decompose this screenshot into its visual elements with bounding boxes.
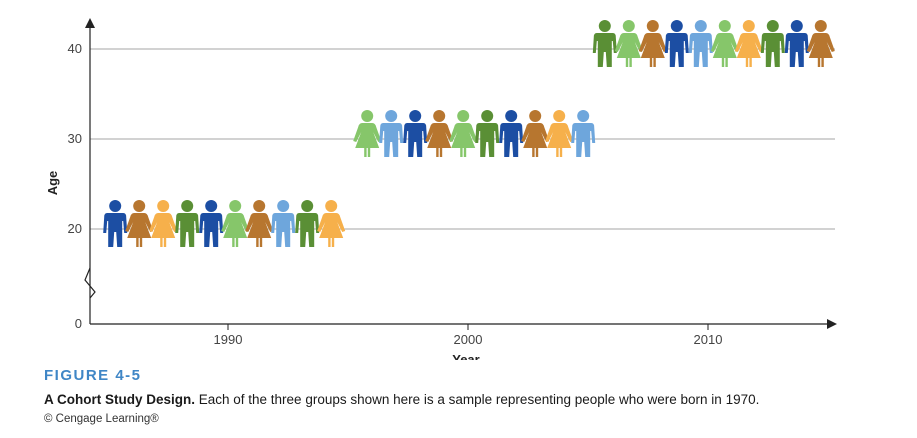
person-figure-3-3 bbox=[638, 20, 667, 67]
cohort-chart: 1990 2000 2010 0 20 30 40 Age Year bbox=[45, 18, 837, 360]
person-figure-2-2 bbox=[379, 110, 404, 157]
figure-caption: A Cohort Study Design. Each of the three… bbox=[44, 392, 904, 407]
person-figure-3-2 bbox=[614, 20, 643, 67]
person-figure-2-3 bbox=[403, 110, 428, 157]
person-figure-3-9 bbox=[784, 20, 809, 67]
person-figure-3-1 bbox=[592, 20, 617, 67]
person-figure-1-6 bbox=[221, 200, 250, 247]
person-figure-3-8 bbox=[760, 20, 785, 67]
tick-labels: 1990 2000 2010 0 20 30 40 bbox=[68, 41, 723, 347]
person-figure-3-6 bbox=[710, 20, 739, 67]
person-figure-3-7 bbox=[734, 20, 763, 67]
figure-credit: © Cengage Learning® bbox=[44, 413, 159, 425]
x-tick-label-2010: 2010 bbox=[694, 332, 723, 347]
person-figure-2-8 bbox=[521, 110, 550, 157]
person-figure-2-1 bbox=[353, 110, 382, 157]
person-figure-1-1 bbox=[103, 200, 128, 247]
person-figure-3-10 bbox=[806, 20, 835, 67]
x-axis-arrow bbox=[827, 319, 837, 329]
figure-label: FIGURE 4-5 bbox=[44, 367, 142, 384]
person-figure-2-4 bbox=[425, 110, 454, 157]
person-figure-1-5 bbox=[199, 200, 224, 247]
person-figure-1-2 bbox=[125, 200, 154, 247]
person-figure-3-4 bbox=[664, 20, 689, 67]
y-tick-label-0: 0 bbox=[75, 316, 82, 331]
y-tick-label-40: 40 bbox=[68, 41, 82, 56]
y-axis-break bbox=[84, 267, 96, 299]
y-axis-arrow bbox=[85, 18, 95, 28]
person-figure-1-7 bbox=[245, 200, 274, 247]
person-figure-1-8 bbox=[271, 200, 296, 247]
person-figure-2-10 bbox=[571, 110, 596, 157]
person-figure-1-3 bbox=[149, 200, 178, 247]
x-tick-label-2000: 2000 bbox=[454, 332, 483, 347]
person-figure-2-7 bbox=[499, 110, 524, 157]
figure-caption-text: Each of the three groups shown here is a… bbox=[195, 392, 760, 407]
x-tick-label-1990: 1990 bbox=[214, 332, 243, 347]
person-figure-1-4 bbox=[175, 200, 200, 247]
person-figure-2-5 bbox=[449, 110, 478, 157]
y-tick-label-30: 30 bbox=[68, 131, 82, 146]
person-figure-3-5 bbox=[688, 20, 713, 67]
person-figure-2-6 bbox=[475, 110, 500, 157]
person-figure-2-9 bbox=[545, 110, 574, 157]
data-figures bbox=[103, 20, 835, 247]
figure-caption-title: A Cohort Study Design. bbox=[44, 392, 195, 407]
axes bbox=[84, 18, 837, 330]
person-figure-1-9 bbox=[295, 200, 320, 247]
y-axis-title: Age bbox=[45, 171, 60, 196]
y-tick-label-20: 20 bbox=[68, 221, 82, 236]
person-figure-1-10 bbox=[317, 200, 346, 247]
x-axis-title: Year bbox=[452, 352, 479, 360]
